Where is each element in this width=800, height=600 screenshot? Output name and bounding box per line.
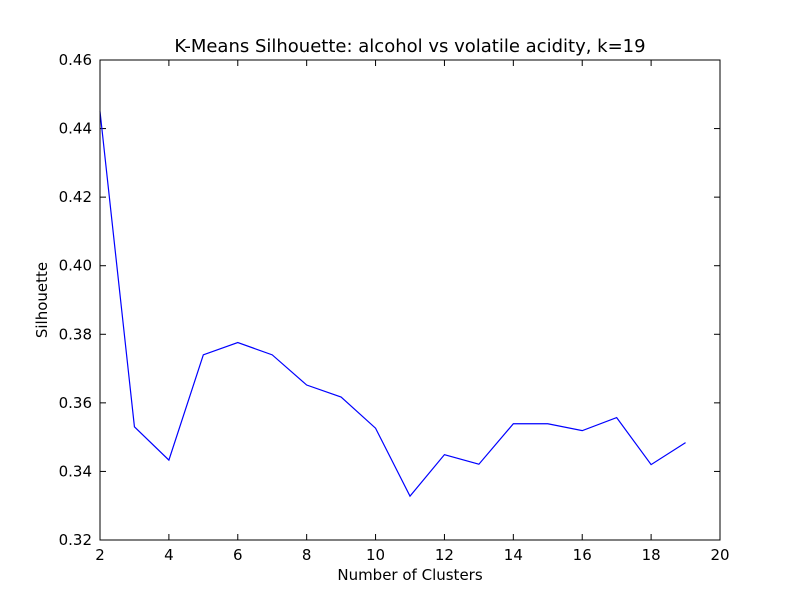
- y-tick-label: 0.42: [59, 188, 92, 206]
- x-tick-label: 16: [573, 546, 592, 564]
- x-tick-label: 4: [164, 546, 174, 564]
- y-tick-label: 0.32: [59, 531, 92, 549]
- x-tick-label: 6: [233, 546, 243, 564]
- x-tick-label: 14: [504, 546, 523, 564]
- x-tick-label: 8: [302, 546, 312, 564]
- silhouette-series-line: [99, 111, 686, 498]
- x-tick-label: 20: [710, 546, 729, 564]
- x-tick-label: 2: [95, 546, 105, 564]
- y-tick-label: 0.38: [59, 325, 92, 343]
- x-axis-label: Number of Clusters: [337, 566, 482, 584]
- y-tick-label: 0.40: [59, 257, 92, 275]
- y-tick-label: 0.44: [59, 120, 92, 138]
- y-tick-label: 0.34: [59, 462, 92, 480]
- chart-title: K-Means Silhouette: alcohol vs volatile …: [174, 36, 645, 57]
- x-axis-ticks: 2 4 6 8 10 12 14 16 18 20: [95, 60, 730, 564]
- x-tick-label: 10: [366, 546, 385, 564]
- y-tick-label: 0.36: [59, 394, 92, 412]
- plot-area-frame: [99, 59, 721, 541]
- y-axis-label: Silhouette: [33, 262, 51, 338]
- x-tick-label: 18: [642, 546, 661, 564]
- y-axis-ticks: 0.32 0.34 0.36 0.38 0.40 0.42 0.44 0.46: [59, 51, 720, 549]
- y-tick-label: 0.46: [59, 51, 92, 69]
- x-tick-label: 12: [435, 546, 454, 564]
